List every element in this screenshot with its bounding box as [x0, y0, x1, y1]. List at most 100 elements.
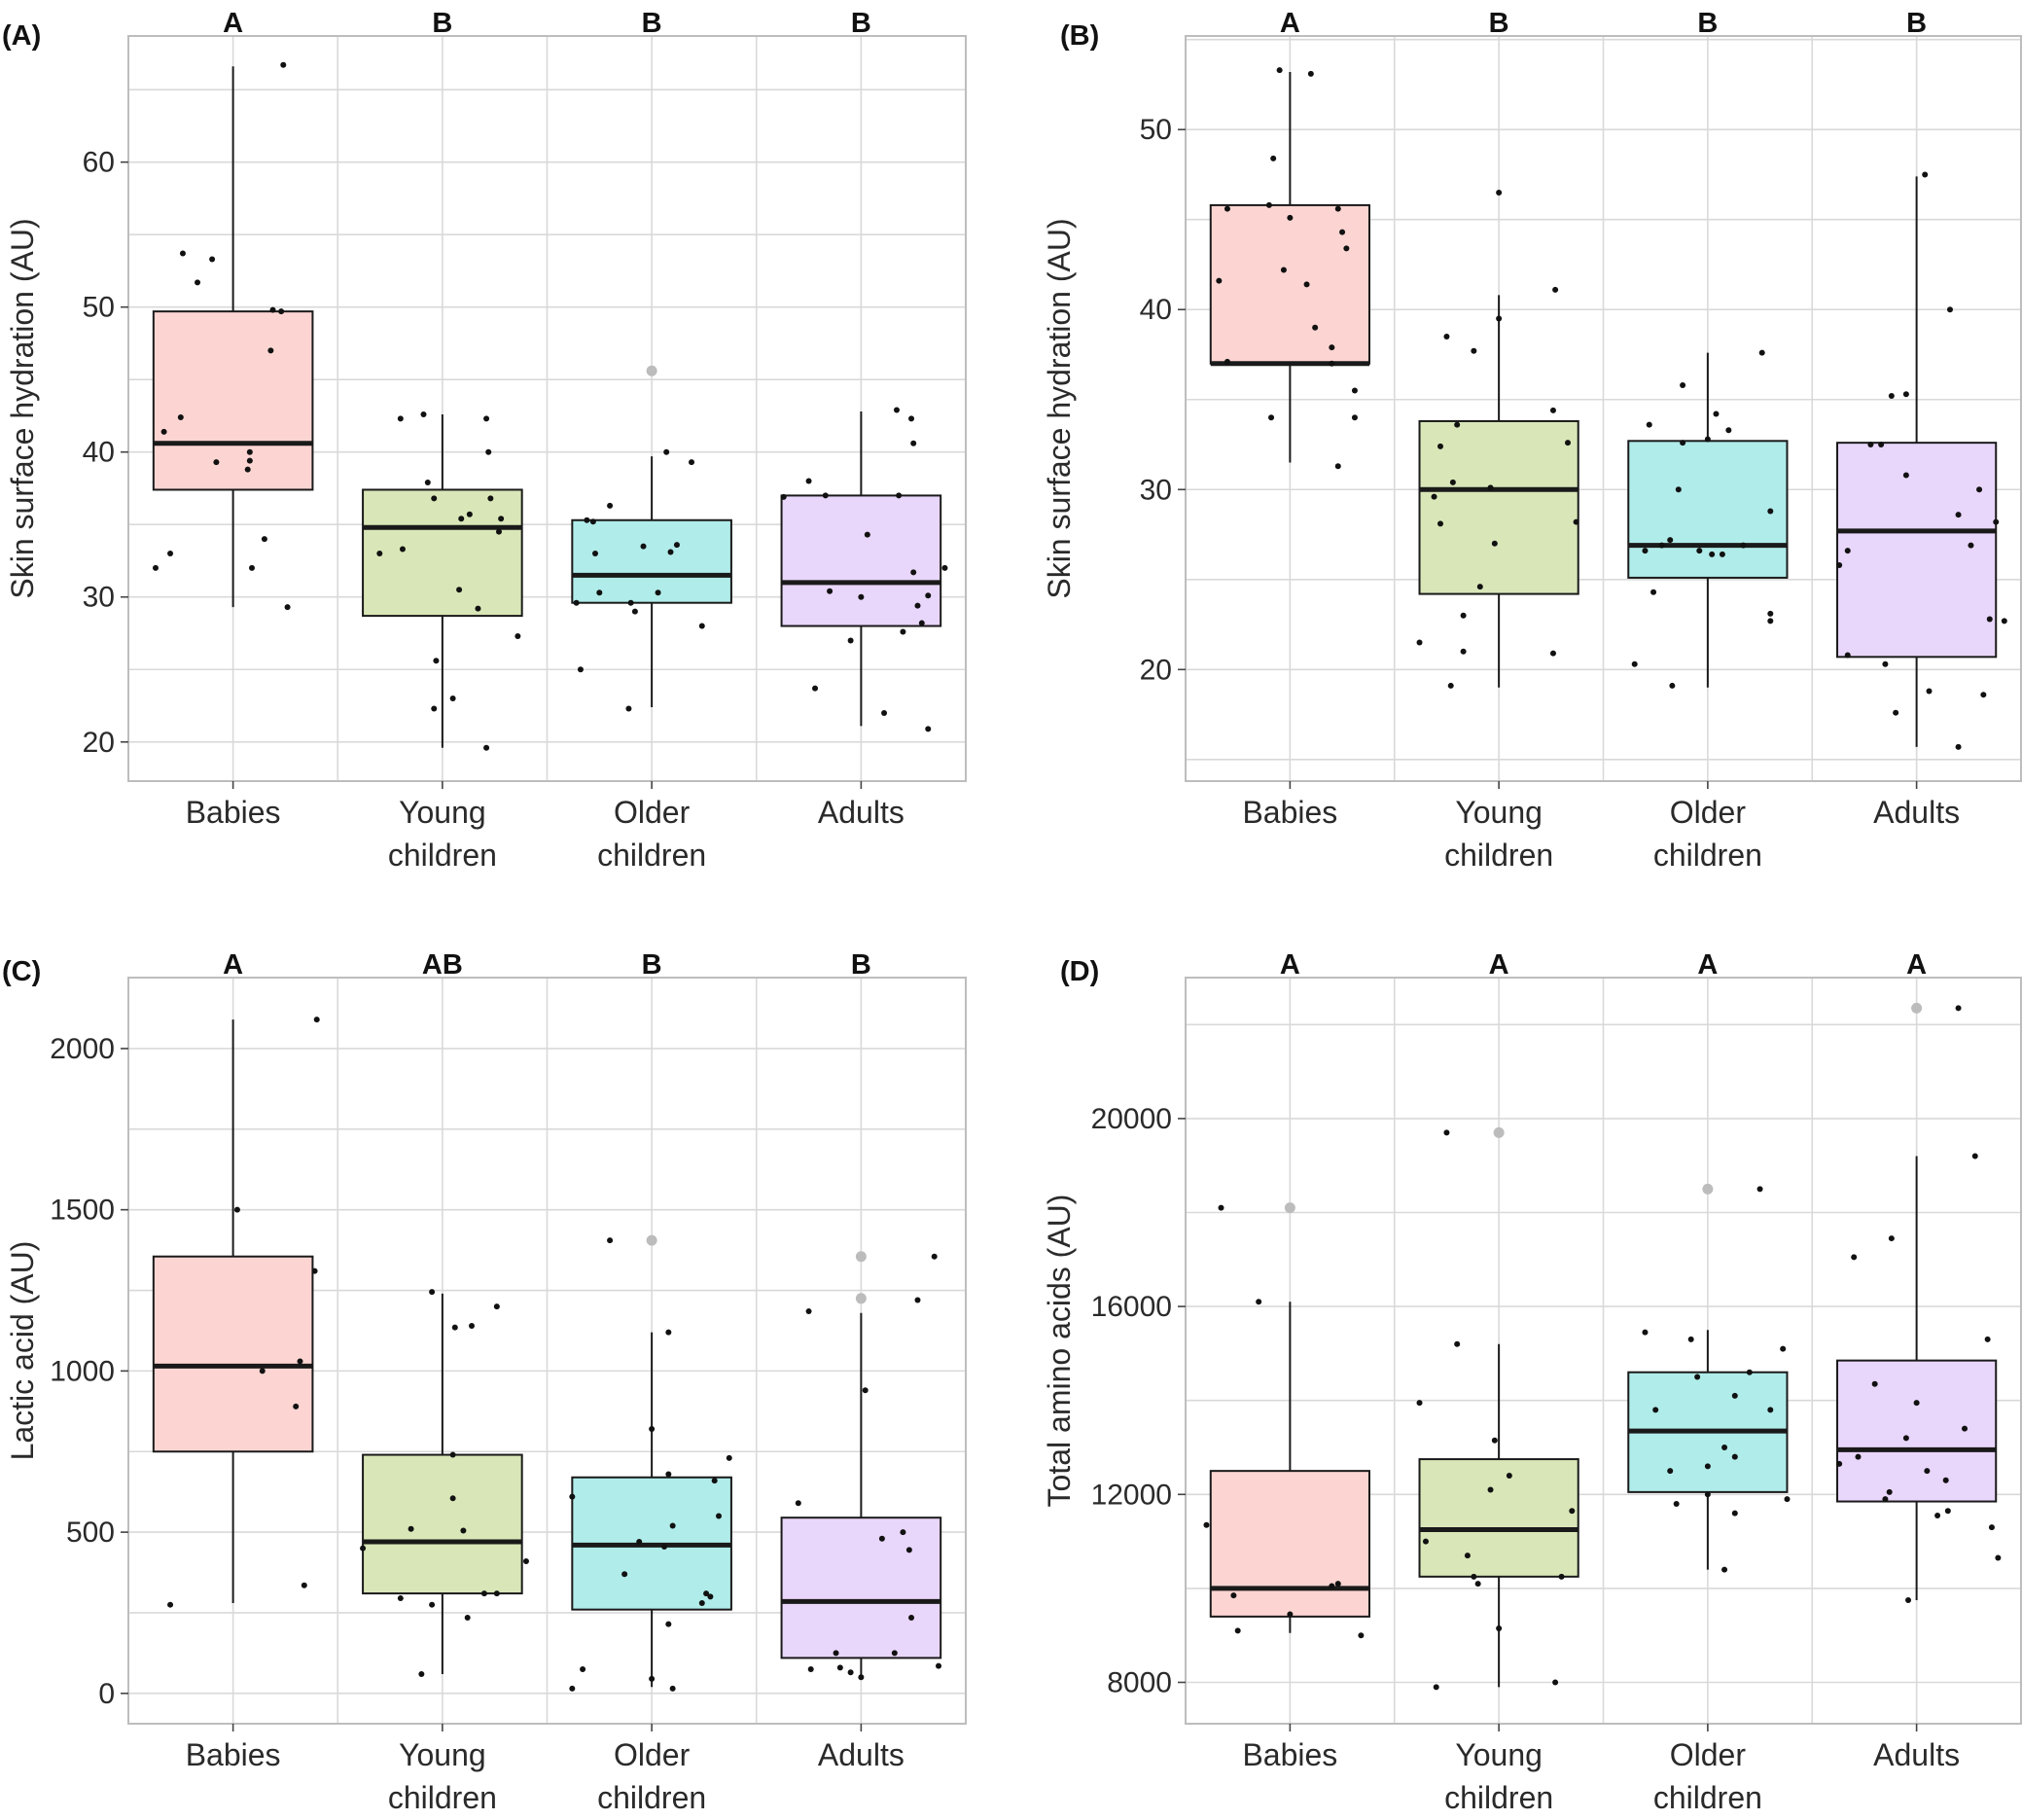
- box-older-children: [1627, 1183, 1789, 1570]
- gridlines: [1186, 36, 2021, 781]
- outlier-point: [1493, 1126, 1505, 1138]
- box-iqr: [362, 488, 523, 618]
- box-adults: [1836, 176, 1998, 747]
- data-point: [1888, 1235, 1895, 1242]
- data-point: [891, 1650, 898, 1657]
- box-young-children: [362, 413, 523, 748]
- data-point: [1902, 472, 1909, 479]
- y-tick-label: 1000: [50, 1355, 115, 1387]
- data-point: [1886, 1488, 1893, 1495]
- data-point: [429, 1601, 436, 1608]
- x-tick-label: Babies: [1242, 795, 1337, 830]
- data-point: [1234, 1627, 1241, 1634]
- data-point: [213, 459, 220, 466]
- x-tick-label: Older children: [597, 795, 706, 873]
- data-point: [900, 628, 906, 635]
- data-point: [667, 549, 674, 555]
- data-point: [1675, 486, 1682, 493]
- x-tick-label: Older children: [597, 1737, 706, 1815]
- data-point: [908, 415, 915, 422]
- x-tick-label: Babies: [186, 795, 281, 830]
- data-point: [1888, 393, 1895, 400]
- box-iqr: [780, 494, 942, 627]
- data-point: [376, 551, 383, 557]
- data-point: [584, 517, 590, 523]
- data-point: [847, 1669, 854, 1676]
- data-point: [669, 1522, 676, 1529]
- data-point: [1731, 1392, 1738, 1399]
- data-point: [1224, 205, 1230, 212]
- data-point: [1203, 1521, 1210, 1528]
- data-point: [596, 589, 603, 596]
- data-point: [1573, 518, 1579, 525]
- box-iqr: [1418, 419, 1579, 595]
- data-point: [621, 1571, 628, 1578]
- data-point: [1270, 155, 1277, 161]
- data-point: [1687, 1336, 1694, 1342]
- data-point: [910, 440, 917, 446]
- y-tick-label: 12000: [1091, 1479, 1172, 1511]
- panel-a: 20 30 40 50 60 Skin surface hydration (AU) (A)…: [2, 8, 967, 873]
- data-point: [1487, 1486, 1494, 1493]
- points-older-children: [1642, 1186, 1791, 1573]
- data-point: [607, 1237, 614, 1244]
- data-point: [493, 1590, 500, 1597]
- data-point: [1334, 1581, 1341, 1588]
- data-point: [625, 705, 632, 712]
- data-point: [833, 1650, 839, 1657]
- data-point: [1454, 421, 1461, 428]
- panel-label: (D): [1060, 956, 1099, 987]
- points-adults: [1836, 1005, 2002, 1603]
- data-point: [1280, 267, 1287, 273]
- x-tick-label: Babies: [1242, 1737, 1337, 1772]
- data-point: [631, 608, 638, 615]
- significance-letter: A: [1280, 8, 1300, 39]
- significance-letter: B: [1906, 8, 1927, 39]
- data-point: [1437, 520, 1443, 527]
- data-point: [698, 1600, 705, 1607]
- significance-letter: A: [1489, 949, 1509, 981]
- points-older-children: [1631, 349, 1774, 689]
- data-point: [1902, 1435, 1909, 1442]
- data-point: [569, 1685, 576, 1692]
- data-point: [1569, 1508, 1576, 1515]
- data-point: [431, 705, 438, 712]
- x-tick-label: Adults: [818, 795, 905, 830]
- data-point: [469, 1322, 476, 1329]
- data-point: [1256, 1299, 1262, 1305]
- data-point: [297, 1358, 303, 1365]
- data-point: [858, 1674, 865, 1681]
- points-babies: [152, 61, 291, 611]
- data-point: [1758, 349, 1765, 356]
- data-point: [1995, 1554, 2002, 1561]
- data-point: [1976, 486, 1983, 493]
- data-point: [1946, 306, 1953, 313]
- data-point: [466, 511, 473, 517]
- data-point: [807, 1665, 814, 1672]
- data-point: [925, 592, 932, 599]
- data-point: [1334, 205, 1341, 212]
- data-point: [640, 543, 647, 550]
- data-point: [429, 1289, 436, 1296]
- data-point: [1694, 1374, 1701, 1380]
- data-point: [280, 61, 287, 68]
- outlier-point: [1911, 1002, 1923, 1014]
- x-tick-label: Older children: [1653, 795, 1762, 873]
- panel-c: 0 500 1000 1500 2000 Lactic acid (AU) (C) A AB B B…: [2, 949, 967, 1815]
- data-point: [1422, 1538, 1429, 1545]
- data-point: [1767, 1407, 1774, 1413]
- y-tick-label: 60: [83, 147, 115, 179]
- data-point: [1496, 1624, 1503, 1631]
- data-point: [244, 466, 251, 473]
- data-point: [1731, 1510, 1738, 1517]
- data-point: [665, 1471, 672, 1478]
- data-point: [424, 480, 431, 486]
- data-point: [1955, 743, 1962, 750]
- data-point: [1934, 1513, 1941, 1519]
- points-older-children: [573, 448, 705, 712]
- data-point: [665, 1621, 672, 1627]
- data-point: [1334, 463, 1341, 470]
- data-point: [1487, 484, 1494, 491]
- data-point: [698, 623, 705, 629]
- data-point: [795, 1500, 801, 1507]
